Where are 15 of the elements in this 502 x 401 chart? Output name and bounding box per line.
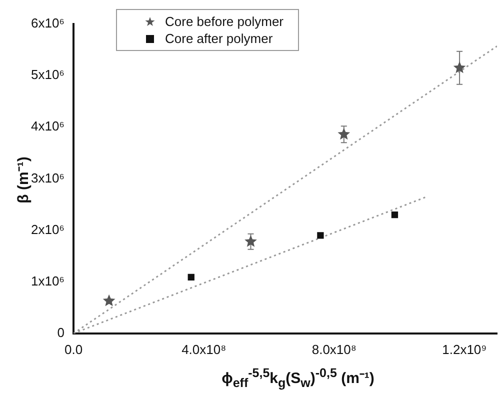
y-tick-label: 6x10⁶: [30, 16, 65, 31]
y-tick-label: 5x10⁶: [30, 67, 65, 82]
y-tick-label: 4x10⁶: [30, 118, 65, 134]
x-tick-label: 1.2x10⁹: [442, 342, 487, 357]
x-tick-label: 0.0: [64, 342, 83, 357]
legend-label: Core after polymer: [165, 30, 273, 47]
y-tick-label: 3x10⁶: [30, 170, 65, 186]
x-tick-label: 8.0x10⁸: [312, 342, 356, 357]
legend-label: Core before polymer: [165, 13, 284, 30]
x-tick-label: 4.0x10⁸: [182, 342, 226, 357]
y-tick-label: 2x10⁶: [30, 222, 65, 237]
text: ϕ$_{eff}$$^{-5,5}$k$_{g}$(S$_{w}$)$^{-0,5}$ (m⁻¹): [222, 366, 374, 390]
y-axis-title: β (m⁻¹): [14, 156, 32, 204]
y-tick-label: 1x10⁶: [30, 273, 65, 288]
y-tick-label: 0: [57, 324, 65, 340]
